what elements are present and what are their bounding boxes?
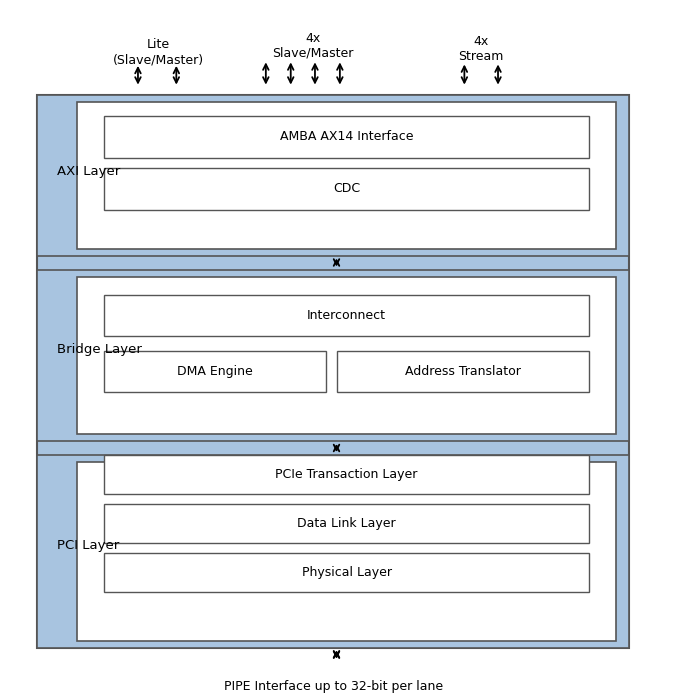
Bar	[336, 351, 589, 392]
Bar	[37, 94, 629, 256]
Bar	[104, 455, 589, 493]
Text: 4x
Slave/Master: 4x Slave/Master	[273, 32, 353, 60]
Bar	[37, 455, 629, 648]
Text: PIPE Interface up to 32-bit per lane: PIPE Interface up to 32-bit per lane	[223, 680, 443, 694]
Text: PCIe Transaction Layer: PCIe Transaction Layer	[275, 468, 418, 481]
Text: PCI Layer: PCI Layer	[57, 540, 119, 552]
Text: AXI Layer: AXI Layer	[57, 165, 120, 178]
Bar	[77, 102, 616, 248]
Bar	[77, 276, 616, 434]
Bar	[104, 504, 589, 542]
Bar	[104, 116, 589, 158]
Text: Address Translator: Address Translator	[404, 365, 521, 378]
Bar	[104, 295, 589, 336]
Text: 4x
Stream: 4x Stream	[458, 35, 504, 63]
Text: CDC: CDC	[333, 183, 360, 195]
Bar	[37, 270, 629, 441]
Text: Physical Layer: Physical Layer	[302, 566, 392, 579]
Bar	[104, 351, 326, 392]
Bar	[104, 168, 589, 210]
Text: Bridge Layer: Bridge Layer	[57, 344, 142, 356]
Text: Lite
(Slave/Master): Lite (Slave/Master)	[112, 38, 204, 66]
Bar	[37, 94, 629, 648]
Text: AMBA AX14 Interface: AMBA AX14 Interface	[280, 130, 413, 143]
Text: DMA Engine: DMA Engine	[178, 365, 253, 378]
Text: Interconnect: Interconnect	[307, 309, 386, 322]
Bar	[77, 462, 616, 640]
Text: Data Link Layer: Data Link Layer	[297, 517, 396, 530]
Bar	[104, 553, 589, 592]
